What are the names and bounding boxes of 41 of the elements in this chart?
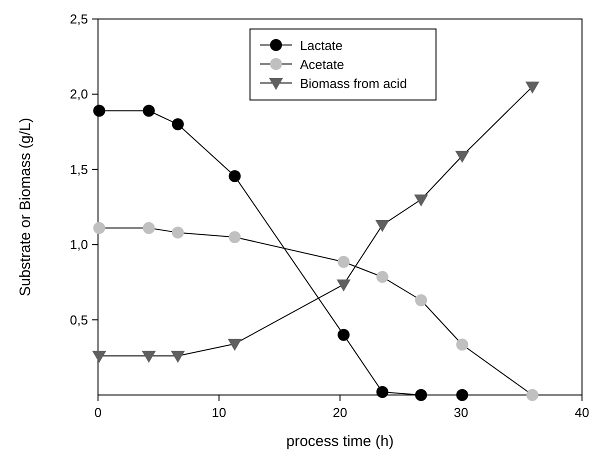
- x-tick-label: 40: [574, 405, 590, 420]
- y-tick-label: 0,5: [70, 312, 88, 328]
- x-tick-label: 20: [332, 405, 348, 420]
- legend-label: Lactate: [300, 38, 343, 53]
- point: [228, 170, 241, 182]
- point: [170, 350, 185, 363]
- point: [456, 338, 468, 351]
- point: [142, 222, 155, 234]
- point: [228, 338, 242, 351]
- point: [525, 82, 540, 94]
- point: [415, 389, 428, 401]
- x-tick-label: 30: [454, 405, 468, 420]
- point: [376, 386, 388, 398]
- point: [142, 104, 155, 117]
- point: [456, 389, 468, 401]
- point: [375, 220, 390, 232]
- point: [172, 226, 184, 239]
- y-tick-label: 2,0: [70, 86, 88, 102]
- point: [172, 118, 184, 130]
- point: [336, 279, 351, 292]
- y-tick-label: 1,0: [70, 237, 88, 252]
- point: [526, 389, 538, 401]
- point: [338, 328, 350, 341]
- point: [455, 150, 470, 163]
- legend-label: Acetate: [300, 57, 344, 72]
- point: [142, 350, 156, 363]
- x-tick-label: 10: [212, 405, 226, 420]
- x-axis-title: process time (h): [286, 433, 394, 450]
- point: [376, 270, 388, 283]
- point: [93, 104, 106, 117]
- point: [338, 256, 350, 268]
- y-axis-title: Substrate or Biomass (g/L): [17, 118, 34, 296]
- y-tick-label: 1,5: [70, 162, 88, 177]
- point: [92, 350, 106, 363]
- point: [415, 294, 428, 306]
- x-tick-label: 0: [94, 405, 102, 420]
- point: [93, 222, 106, 234]
- y-tick-label: 2,5: [70, 12, 88, 26]
- point: [414, 194, 428, 206]
- point: [228, 231, 241, 244]
- legend-label: Biomass from acid: [300, 76, 407, 91]
